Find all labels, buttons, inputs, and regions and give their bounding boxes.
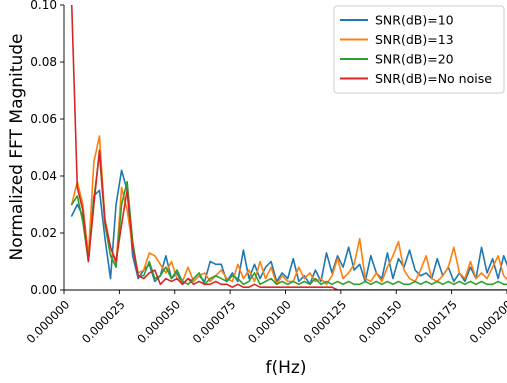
x-tick-label: 0.000075 <box>190 297 239 346</box>
legend-label-4: SNR(dB)=No noise <box>375 71 492 86</box>
x-tick-label: 0.000125 <box>301 297 350 346</box>
series-line-4 <box>70 5 507 290</box>
y-tick-label: 0.02 <box>30 226 57 240</box>
y-tick-label: 0.08 <box>30 55 57 69</box>
legend-label-3: SNR(dB)=20 <box>375 52 454 67</box>
legend-box <box>333 5 505 94</box>
y-axis-label: Normalized FFT Magnitude <box>7 34 27 261</box>
x-tick-label: 0.000175 <box>411 297 460 346</box>
x-tick-label: 0.000150 <box>356 297 405 346</box>
series-line-3 <box>70 152 507 286</box>
legend-label-1: SNR(dB)=10 <box>375 13 454 28</box>
legend-label-2: SNR(dB)=13 <box>375 32 454 47</box>
x-tick-label: 0.000100 <box>245 297 294 346</box>
y-tick-label: 0.04 <box>30 169 57 183</box>
x-tick-label: 0.000050 <box>134 297 183 346</box>
x-tick-label: 0.000000 <box>24 297 73 346</box>
legend: SNR(dB)=10 SNR(dB)=13 SNR(dB)=20 SNR(dB)=No… <box>333 5 505 94</box>
series-layer <box>70 5 507 290</box>
x-axis-label: f(Hz) <box>266 358 307 378</box>
y-tick-label: 0.06 <box>30 112 57 126</box>
y-tick-label: 0.00 <box>30 283 57 297</box>
series-line-2 <box>70 135 507 286</box>
x-tick-label: 0.000025 <box>79 297 128 346</box>
y-tick-label: 0.10 <box>30 0 57 12</box>
x-tick-label: 0.000200 <box>467 297 507 346</box>
